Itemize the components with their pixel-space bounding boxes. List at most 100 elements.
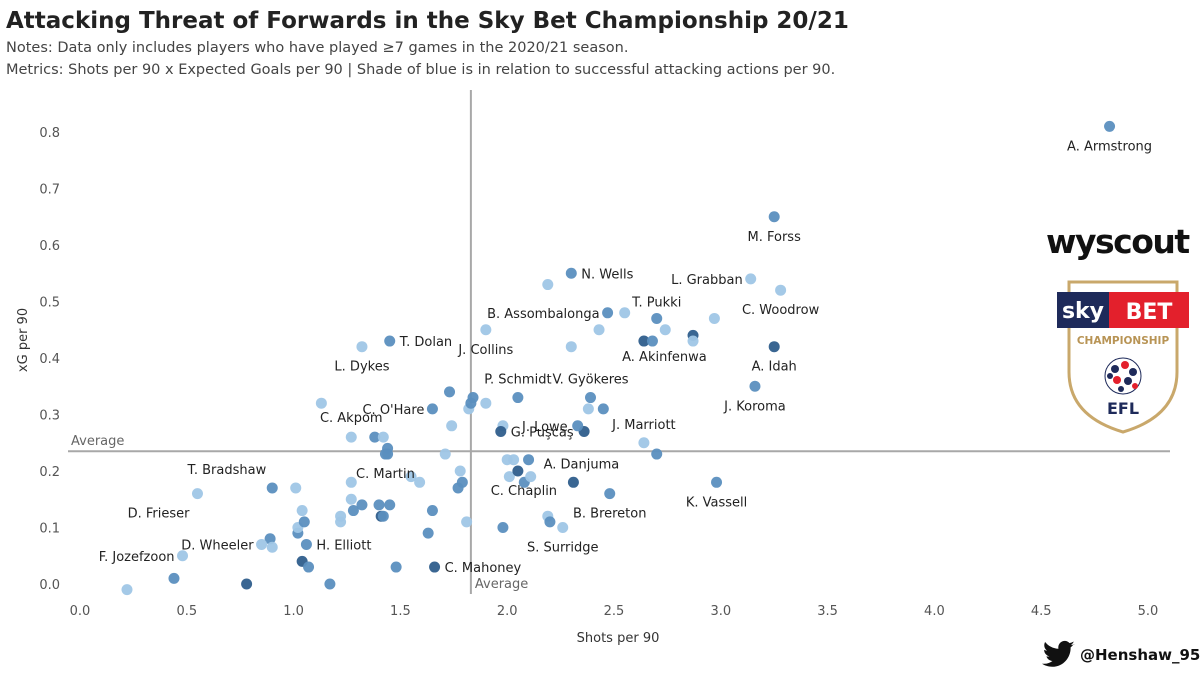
scatter-point	[708, 312, 720, 324]
x-tick-label: 1.5	[390, 604, 411, 619]
scatter-point	[1104, 120, 1116, 132]
axis-ticks: 0.0 0.5 1.0 1.5 2.0 2.5 3.0 3.5 4.0 4.5 5.0 0.0 0.1 0…	[39, 126, 1158, 619]
scatter-point	[651, 312, 663, 324]
championship-text: CHAMPIONSHIP	[1077, 335, 1170, 347]
scatter-point	[565, 267, 577, 279]
x-tick-label: 4.5	[1031, 604, 1052, 619]
point-label: K. Vassell	[686, 495, 747, 510]
scatter-point	[121, 584, 133, 596]
point-label: F. Jozefzoon	[99, 550, 175, 565]
scatter-point	[384, 335, 396, 347]
point-label: T. Bradshaw	[186, 463, 266, 478]
point-label: L. Grabban	[671, 273, 743, 288]
scatter-point	[446, 420, 458, 432]
x-tick-label: 0.0	[70, 604, 91, 619]
skybet-championship-badge: sky BET CHAMPIONSHIP EFL	[1057, 280, 1189, 434]
scatter-point	[572, 420, 584, 432]
point-label: V. Gyökeres	[552, 373, 628, 388]
scatter-point	[619, 307, 631, 319]
scatter-point	[426, 505, 438, 517]
scatter-point	[405, 471, 417, 483]
efl-ball-icon	[1104, 357, 1142, 395]
chart-metrics: Metrics: Shots per 90 x Expected Goals p…	[6, 62, 836, 78]
scatter-point	[414, 476, 426, 488]
point-label: P. Schmidt	[484, 373, 551, 388]
point-label: B. Assombalonga	[487, 307, 599, 322]
scatter-point	[345, 476, 357, 488]
x-tick-label: 3.5	[817, 604, 838, 619]
scatter-point	[544, 516, 556, 528]
scatter-point	[512, 392, 524, 404]
wyscout-logo: wyscout	[1046, 222, 1190, 261]
scatter-point	[345, 493, 357, 505]
scatter-point	[324, 578, 336, 590]
chart-title: Attacking Threat of Forwards in the Sky …	[6, 8, 849, 34]
scatter-point	[542, 279, 554, 291]
scatter-point	[646, 335, 658, 347]
scatter-point	[266, 541, 278, 553]
scatter-point	[480, 324, 492, 336]
scatter-point	[456, 476, 468, 488]
twitter-credit: @Henshaw_95	[1042, 640, 1200, 670]
scatter-point	[241, 578, 253, 590]
point-label: J. Koroma	[723, 399, 786, 414]
scatter-point	[525, 471, 537, 483]
y-tick-label: 0.2	[39, 465, 60, 480]
scatter-point	[390, 561, 402, 573]
y-tick-label: 0.5	[39, 296, 60, 311]
point-label: C. Mahoney	[445, 561, 522, 576]
scatter-point	[345, 431, 357, 443]
skybet-bet-text: BET	[1126, 300, 1173, 325]
point-label: S. Surridge	[527, 541, 599, 556]
scatter-point	[582, 403, 594, 415]
point-label: C. Akpom	[320, 411, 383, 426]
point-label: T. Dolan	[399, 335, 452, 350]
scatter-point	[604, 488, 616, 500]
scatter-point	[300, 538, 312, 550]
x-tick-label: 2.5	[604, 604, 625, 619]
point-label: A. Armstrong	[1067, 139, 1152, 154]
scatter-point	[597, 403, 609, 415]
scatter-point	[567, 476, 579, 488]
scatter-point	[745, 273, 757, 285]
point-label: T. Pukki	[631, 295, 681, 310]
point-label: J. Collins	[457, 343, 513, 358]
scatter-point	[426, 403, 438, 415]
scatter-point	[497, 522, 509, 533]
point-label: C. Martin	[356, 467, 415, 482]
point-labels: A. Armstrong M. Forss N. Wells L. Grabban C.…	[99, 139, 1152, 576]
scatter-point	[659, 324, 671, 336]
scatter-point	[429, 561, 441, 573]
scatter-point	[439, 448, 451, 460]
scatter-point	[749, 380, 761, 392]
y-tick-label: 0.0	[39, 578, 60, 593]
scatter-point	[168, 572, 180, 584]
point-label: C. Woodrow	[742, 303, 820, 318]
y-average-label: Average	[71, 434, 124, 449]
efl-text: EFL	[1107, 399, 1139, 418]
scatter-point	[377, 510, 389, 522]
data-points	[121, 120, 1116, 596]
scatter-point	[523, 454, 535, 466]
scatter-point	[422, 527, 434, 539]
scatter-point	[290, 482, 302, 494]
scatter-point	[480, 397, 492, 409]
skybet-sky-text: sky	[1062, 299, 1104, 324]
scatter-point	[775, 284, 787, 296]
scatter-point	[356, 499, 368, 511]
scatter-point	[298, 516, 310, 528]
point-label: D. Wheeler	[181, 538, 254, 553]
y-tick-label: 0.7	[39, 183, 60, 198]
scatter-point	[315, 397, 327, 409]
twitter-bird-icon	[1042, 640, 1075, 667]
x-tick-label: 5.0	[1138, 604, 1159, 619]
scatter-point	[379, 448, 391, 460]
chart-notes: Notes: Data only includes players who ha…	[6, 40, 629, 56]
y-tick-label: 0.8	[39, 126, 60, 141]
scatter-point	[503, 471, 515, 483]
point-label: J. Marriott	[611, 418, 676, 433]
scatter-point	[638, 437, 650, 449]
x-tick-label: 3.0	[710, 604, 731, 619]
scatter-point	[508, 454, 520, 466]
